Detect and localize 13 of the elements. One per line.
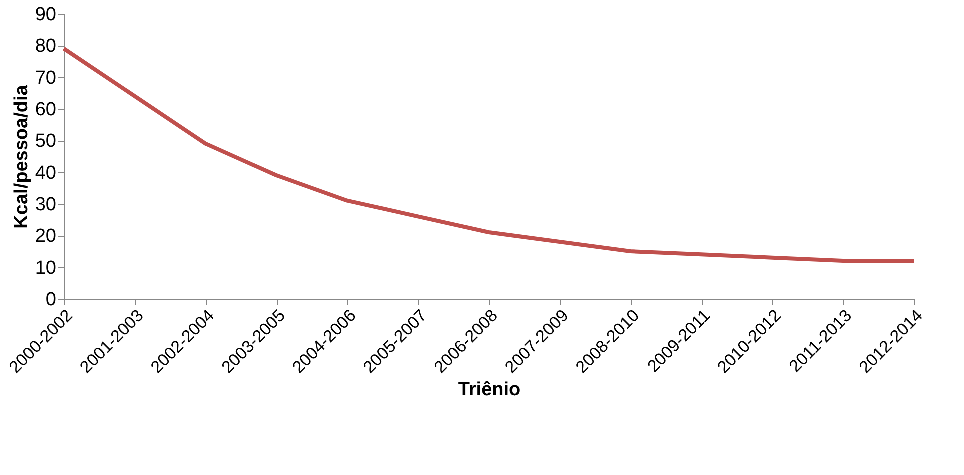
- y-tick-label: 70: [35, 68, 56, 89]
- y-tick-label: 50: [35, 131, 56, 152]
- y-tick-label: 40: [35, 162, 56, 184]
- y-tick-label: 60: [35, 100, 56, 120]
- y-tick-label: 20: [35, 226, 56, 248]
- line-series: [62, 46, 916, 263]
- y-tick-label: 10: [35, 258, 56, 279]
- y-axis-title: Kcal/pessoa/dia: [11, 84, 32, 229]
- y-tick-label: 80: [35, 36, 56, 58]
- y-tick-label: 30: [35, 194, 56, 216]
- y-tick-label: 90: [35, 4, 56, 26]
- x-axis-title: Triênio: [458, 379, 521, 400]
- y-tick-label: 0: [46, 290, 56, 310]
